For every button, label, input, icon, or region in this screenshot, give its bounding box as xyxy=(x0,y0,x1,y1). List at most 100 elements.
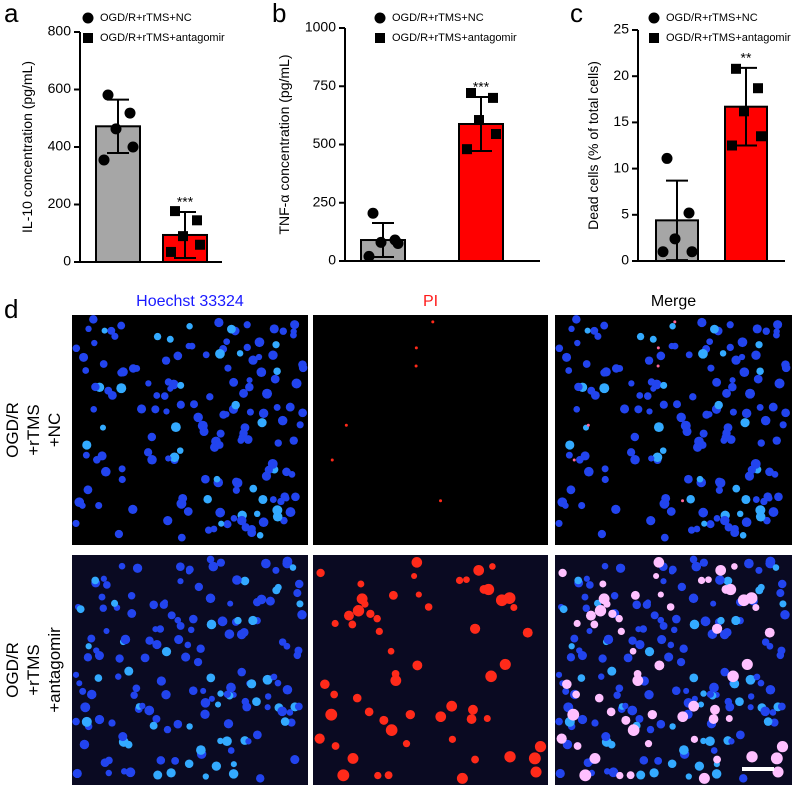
cell xyxy=(634,405,643,414)
cell xyxy=(739,774,748,783)
cell xyxy=(261,558,271,569)
cell xyxy=(669,323,676,330)
cell xyxy=(161,647,172,657)
cell xyxy=(297,610,307,620)
cell xyxy=(708,714,719,724)
cell xyxy=(653,557,665,568)
cell xyxy=(415,591,422,598)
cell xyxy=(691,561,702,572)
cell xyxy=(456,772,468,784)
cell xyxy=(95,501,103,510)
cell xyxy=(188,686,198,695)
cell xyxy=(170,422,181,433)
cell xyxy=(236,350,244,357)
cell xyxy=(706,520,715,529)
cell xyxy=(628,636,637,645)
cell xyxy=(765,685,776,695)
cell xyxy=(697,701,705,708)
cell xyxy=(373,614,381,623)
cell xyxy=(185,342,192,350)
cell xyxy=(202,773,209,780)
cell xyxy=(687,526,696,534)
y-tick-label: 400 xyxy=(48,138,72,154)
cell xyxy=(762,327,770,335)
cell xyxy=(218,520,225,527)
cell xyxy=(379,715,389,725)
cell xyxy=(232,575,242,585)
cell xyxy=(773,320,783,330)
cell xyxy=(107,390,117,400)
data-point xyxy=(466,88,476,99)
cell xyxy=(577,651,587,661)
cell xyxy=(82,440,92,450)
data-point xyxy=(166,246,176,257)
cell xyxy=(635,639,645,650)
cell xyxy=(677,582,687,592)
cell xyxy=(149,600,158,610)
cell xyxy=(265,596,275,606)
cell xyxy=(728,738,735,745)
cell xyxy=(570,634,579,643)
cell xyxy=(669,723,676,730)
significance: *** xyxy=(177,194,194,210)
cell xyxy=(364,707,374,717)
cell xyxy=(485,670,497,683)
cell xyxy=(534,741,547,753)
cell xyxy=(173,719,183,729)
cell xyxy=(771,471,779,478)
data-point xyxy=(491,129,501,140)
cell xyxy=(772,766,784,778)
cell xyxy=(108,719,116,727)
cell xyxy=(289,436,298,445)
cell xyxy=(746,751,758,763)
cell xyxy=(193,412,203,423)
cell xyxy=(656,364,660,368)
cell xyxy=(747,693,755,700)
cell xyxy=(685,773,692,780)
cell xyxy=(706,690,714,698)
data-point xyxy=(686,246,698,258)
cell xyxy=(650,385,657,392)
cell xyxy=(87,634,96,643)
cell xyxy=(590,390,600,400)
cell xyxy=(161,689,171,700)
cell xyxy=(489,563,496,570)
cell xyxy=(700,737,707,745)
cell xyxy=(246,377,253,384)
y-tick-label: 5 xyxy=(621,206,629,222)
cell xyxy=(171,756,180,765)
cell xyxy=(558,568,567,578)
cell xyxy=(159,600,168,609)
cell xyxy=(176,621,185,630)
cell xyxy=(201,474,210,484)
cell xyxy=(705,736,715,747)
cell xyxy=(642,600,651,609)
cell xyxy=(224,629,235,639)
error-bar xyxy=(666,179,688,262)
cell xyxy=(274,679,282,687)
cell xyxy=(118,732,128,742)
cell xyxy=(768,507,779,517)
cell xyxy=(620,404,630,414)
data-point xyxy=(392,238,404,250)
cell xyxy=(636,392,644,399)
cell xyxy=(72,671,80,678)
cell xyxy=(213,475,221,483)
cell xyxy=(712,377,722,387)
cell xyxy=(147,432,157,442)
cell xyxy=(439,499,443,503)
cell xyxy=(79,739,90,750)
cell xyxy=(193,657,203,667)
cell xyxy=(384,771,393,780)
cell xyxy=(601,465,609,473)
cell xyxy=(111,332,119,340)
cell xyxy=(269,324,279,334)
cell xyxy=(667,759,677,769)
cell xyxy=(719,350,727,357)
cell xyxy=(715,564,727,576)
cell xyxy=(701,520,708,527)
cell xyxy=(85,325,92,333)
cell xyxy=(611,504,621,515)
cell xyxy=(562,679,572,690)
cell xyxy=(479,584,489,594)
